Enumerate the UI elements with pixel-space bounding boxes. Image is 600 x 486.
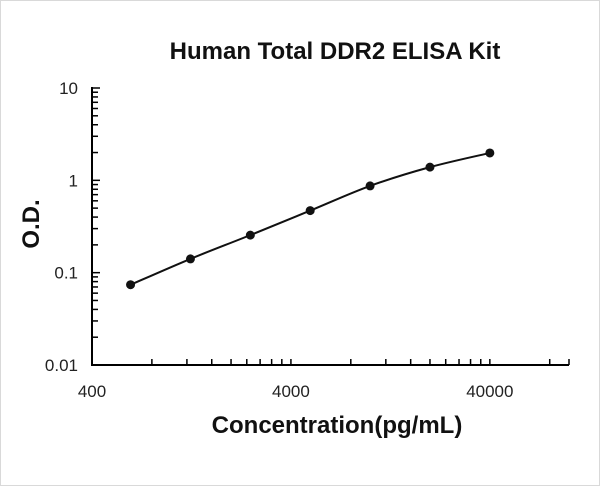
x-tick-label: 40000 — [466, 382, 513, 401]
data-point-marker — [365, 181, 375, 191]
x-tick-label: 4000 — [272, 382, 310, 401]
y-tick-label: 10 — [59, 79, 78, 98]
data-point-marker — [425, 162, 435, 172]
x-axis-label: Concentration(pg/mL) — [211, 412, 463, 439]
y-tick-label: 0.01 — [45, 356, 78, 375]
y-tick-label: 0.1 — [54, 264, 78, 283]
standard-curve-line — [130, 151, 491, 286]
data-point-marker — [245, 230, 255, 240]
chart-title: Human Total DDR2 ELISA Kit — [169, 38, 501, 65]
data-point-marker — [185, 254, 195, 264]
y-tick-label: 1 — [69, 171, 78, 190]
x-tick-label: 400 — [78, 382, 106, 401]
data-point-marker — [126, 280, 136, 290]
data-point-marker — [485, 148, 495, 158]
data-point-marker — [305, 206, 315, 216]
